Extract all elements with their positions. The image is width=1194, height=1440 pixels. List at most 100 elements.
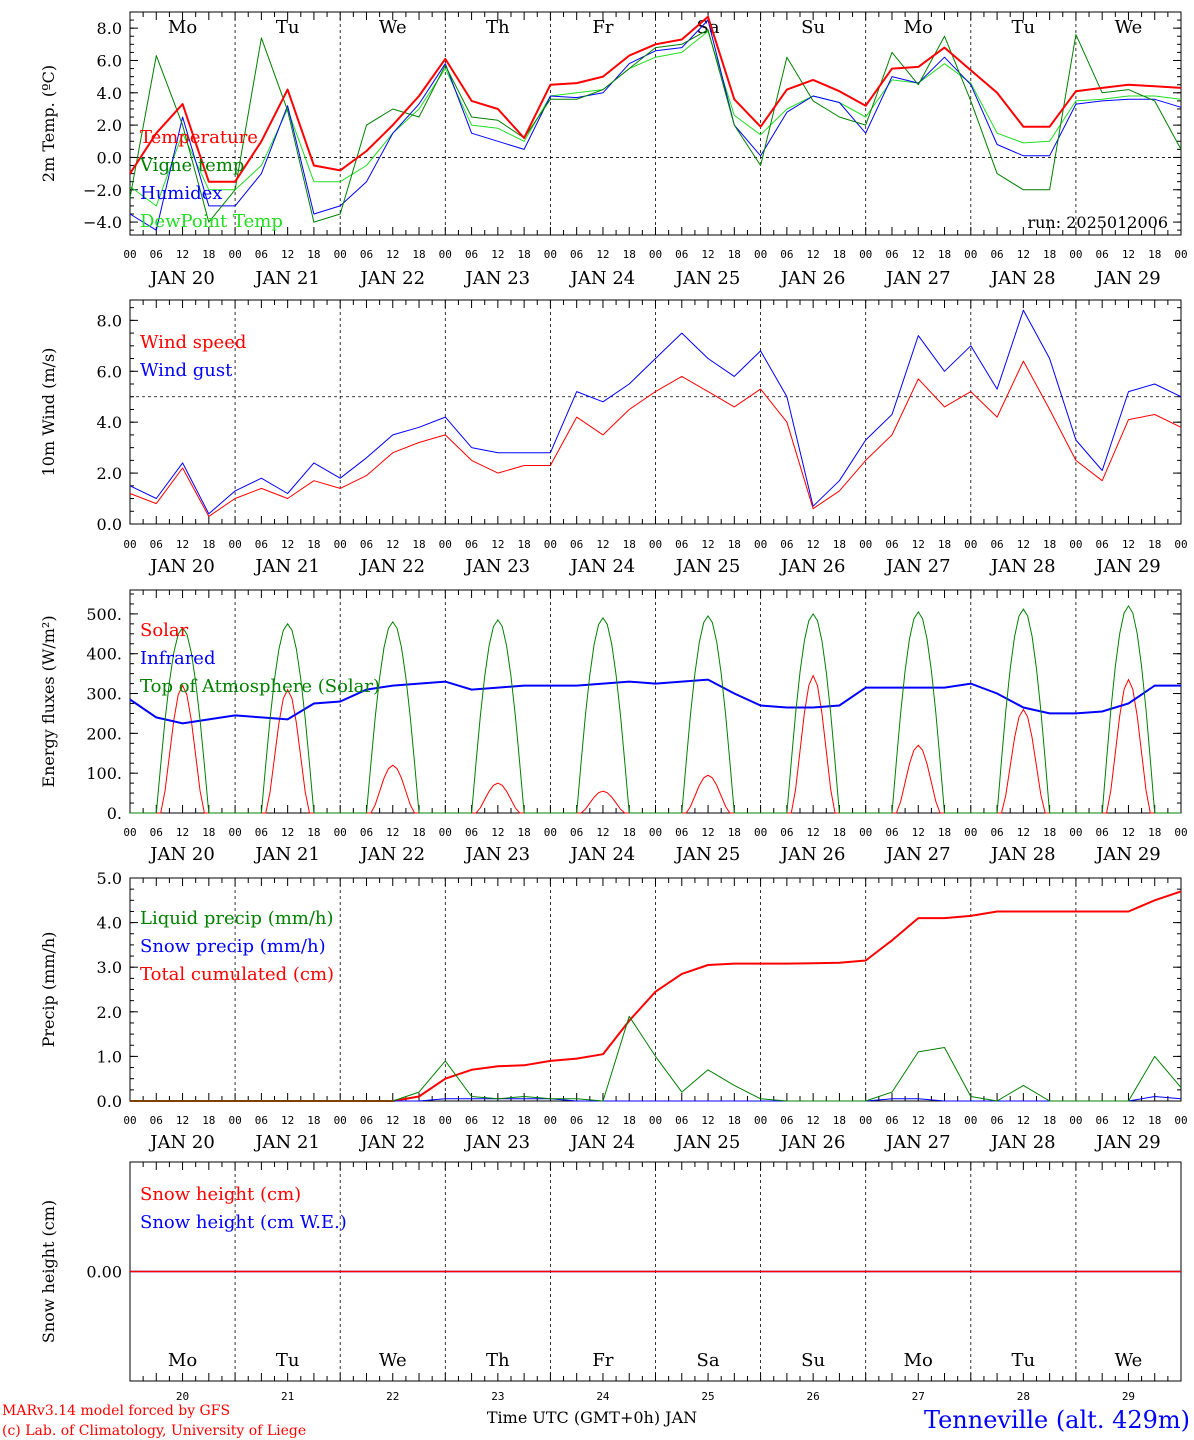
hour-tick-label: 00: [123, 826, 136, 839]
hour-tick-label: 00: [859, 826, 872, 839]
date-label: JAN 25: [674, 556, 741, 577]
hour-tick-label: 12: [807, 826, 820, 839]
hour-tick-label: 06: [990, 248, 1003, 261]
date-label: JAN 28: [989, 844, 1056, 865]
hour-tick-label: 00: [439, 826, 452, 839]
legend-entry: Wind gust: [140, 360, 233, 381]
hour-tick-label: 00: [334, 248, 347, 261]
hour-tick-label: 06: [360, 826, 373, 839]
hour-tick-label: 06: [990, 538, 1003, 551]
weekday-label: Mo: [168, 17, 197, 38]
y-tick-label: 6.0: [97, 362, 122, 381]
plot-frame: [129, 11, 1182, 236]
hour-tick-label: 00: [1069, 1114, 1082, 1127]
hour-tick-label: 12: [1017, 1114, 1030, 1127]
hour-tick-label: 12: [701, 538, 714, 551]
date-label: JAN 20: [148, 844, 215, 865]
hour-tick-label: 12: [1122, 826, 1135, 839]
y-axis-title: Snow height (cm): [39, 1200, 58, 1343]
hour-tick-label: 00: [754, 826, 767, 839]
hour-tick-label: 00: [1069, 538, 1082, 551]
hour-tick-label: 12: [176, 1114, 189, 1127]
hour-tick-label: 06: [1096, 248, 1109, 261]
hour-tick-label: 12: [281, 248, 294, 261]
hour-tick-label: 12: [807, 538, 820, 551]
date-label: JAN 21: [253, 844, 320, 865]
hour-tick-label: 18: [202, 248, 215, 261]
hour-tick-label: 06: [675, 1114, 688, 1127]
hour-tick-label: 18: [728, 538, 741, 551]
date-label: JAN 25: [674, 1132, 741, 1153]
date-label: JAN 29: [1094, 268, 1161, 289]
date-label: JAN 27: [884, 844, 951, 865]
weekday-label: Su: [801, 1350, 825, 1371]
hour-tick-label: 06: [990, 1114, 1003, 1127]
legend-entry: Snow height (cm W.E.): [140, 1212, 347, 1233]
hour-tick-label: 00: [1174, 248, 1187, 261]
date-label: JAN 27: [884, 1132, 951, 1153]
series-line-liquid-precip-mm-h-: [130, 1015, 1182, 1102]
hour-tick-label: 06: [465, 826, 478, 839]
weekday-label: Su: [801, 17, 825, 38]
hour-tick-label: 00: [964, 1114, 977, 1127]
y-tick-label: 4.0: [97, 413, 122, 432]
hour-tick-label: 06: [885, 826, 898, 839]
hour-tick-label: 12: [1122, 248, 1135, 261]
y-tick-label: 300.: [86, 685, 122, 704]
day-number-label: 21: [281, 1390, 294, 1403]
hour-tick-label: 18: [623, 538, 636, 551]
hour-tick-label: 12: [1017, 826, 1030, 839]
hour-tick-label: 18: [833, 1114, 846, 1127]
hour-tick-label: 12: [1017, 248, 1030, 261]
hour-tick-label: 18: [728, 1114, 741, 1127]
date-label: JAN 20: [148, 268, 215, 289]
hour-tick-label: 00: [1174, 538, 1187, 551]
series-line-temperature: [129, 15, 1182, 183]
hour-tick-label: 00: [228, 248, 241, 261]
hour-tick-label: 18: [938, 248, 951, 261]
hour-tick-label: 12: [701, 248, 714, 261]
hour-tick-label: 18: [307, 1114, 320, 1127]
date-label: JAN 21: [253, 268, 320, 289]
hour-tick-label: 12: [807, 248, 820, 261]
hour-tick-label: 00: [859, 1114, 872, 1127]
hour-tick-label: 18: [938, 1114, 951, 1127]
hour-tick-label: 18: [202, 826, 215, 839]
hour-tick-label: 06: [675, 826, 688, 839]
legend-entry: Vigne temp: [139, 155, 244, 176]
hour-tick-label: 06: [360, 1114, 373, 1127]
y-tick-label: −4.0: [83, 213, 122, 232]
y-tick-label: 0.: [107, 804, 122, 823]
date-label: JAN 24: [569, 844, 636, 865]
weekday-label: Mo: [904, 17, 933, 38]
date-label: JAN 22: [358, 556, 425, 577]
y-tick-label: 5.0: [97, 869, 122, 888]
hour-tick-label: 12: [491, 826, 504, 839]
hour-tick-label: 06: [465, 1114, 478, 1127]
hour-tick-label: 18: [728, 826, 741, 839]
hour-tick-label: 00: [228, 826, 241, 839]
weekday-label: Tu: [276, 17, 300, 38]
series-line-wind-speed: [129, 360, 1182, 517]
hour-tick-label: 00: [754, 248, 767, 261]
hour-tick-label: 00: [1069, 826, 1082, 839]
hour-tick-label: 00: [228, 1114, 241, 1127]
hour-tick-label: 00: [544, 538, 557, 551]
hour-tick-label: 06: [780, 538, 793, 551]
date-label: JAN 24: [569, 556, 636, 577]
date-label: JAN 21: [253, 1132, 320, 1153]
hour-tick-label: 12: [386, 826, 399, 839]
hour-tick-label: 18: [728, 248, 741, 261]
y-tick-label: 3.0: [97, 958, 122, 977]
hour-tick-label: 00: [544, 1114, 557, 1127]
legend-entry: Wind speed: [140, 332, 246, 353]
legend-entry: Infrared: [140, 648, 215, 669]
hour-tick-label: 18: [833, 826, 846, 839]
hour-tick-label: 18: [1148, 826, 1161, 839]
station-name: Tenneville (alt. 429m): [924, 1406, 1190, 1434]
date-label: JAN 29: [1094, 1132, 1161, 1153]
hour-tick-label: 18: [202, 1114, 215, 1127]
hour-tick-label: 18: [307, 826, 320, 839]
hour-tick-label: 06: [780, 1114, 793, 1127]
